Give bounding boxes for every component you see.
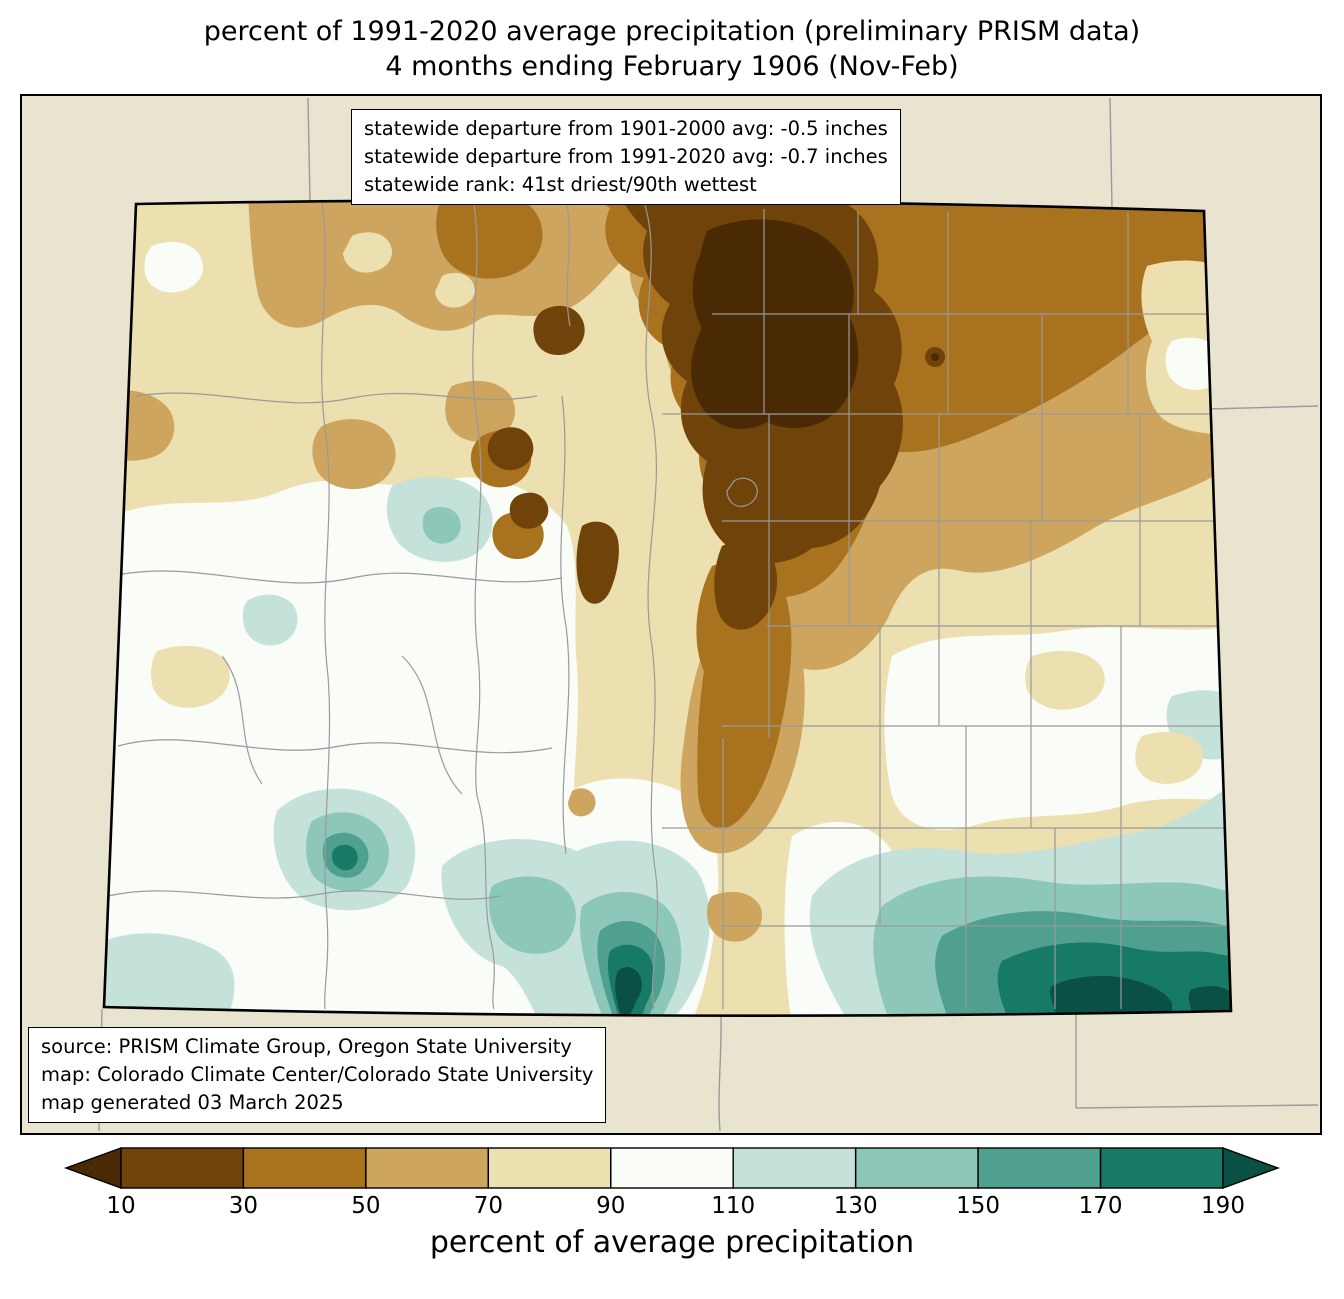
stats-line-2: statewide departure from 1991-2020 avg: … (364, 144, 888, 168)
colorbar-axis-label: percent of average precipitation (429, 1225, 915, 1261)
colorbar-tick-label: 110 (711, 1193, 756, 1220)
colorbar-tick-label: 190 (1201, 1193, 1245, 1220)
precipitation-contours (104, 200, 1231, 1016)
stats-line-3: statewide rank: 41st driest/90th wettest (364, 172, 757, 196)
colorbar-tick-label: 150 (956, 1193, 1001, 1220)
colorbar-ticks: 10 30 50 70 90 110 130 150 170 190 (64, 1191, 1280, 1223)
colorbar-tick-label: 130 (833, 1193, 878, 1220)
title-line-2: 4 months ending February 1906 (Nov-Feb) (385, 51, 959, 83)
stats-box: statewide departure from 1901-2000 avg: … (351, 109, 901, 206)
source-line-1: source: PRISM Climate Group, Oregon Stat… (41, 1035, 572, 1059)
colorbar-tick-label: 70 (473, 1193, 503, 1220)
colorbar-tick-label: 30 (228, 1193, 259, 1220)
source-box: source: PRISM Climate Group, Oregon Stat… (28, 1027, 607, 1124)
colorbar-tick-label: 90 (596, 1193, 626, 1220)
county-borders (107, 202, 1229, 1010)
colorado-precipitation-map (98, 98, 1319, 1132)
map-frame: statewide departure from 1901-2000 avg: … (20, 94, 1322, 1136)
page-title: percent of 1991-2020 average precipitati… (0, 0, 1344, 84)
contour-driest-core (691, 219, 859, 430)
colorbar: 10 30 50 70 90 110 130 150 170 190 (64, 1145, 1280, 1223)
colorbar-tick-label: 10 (106, 1193, 136, 1220)
colorbar-tick-label: 50 (351, 1193, 381, 1220)
title-line-1: percent of 1991-2020 average precipitati… (203, 16, 1141, 47)
source-line-2: map: Colorado Climate Center/Colorado St… (41, 1062, 594, 1086)
colorbar-scale (64, 1147, 1280, 1190)
colorbar-tick-label: 170 (1078, 1193, 1123, 1220)
stats-line-1: statewide departure from 1901-2000 avg: … (364, 117, 888, 141)
source-line-3: map generated 03 March 2025 (41, 1090, 344, 1114)
